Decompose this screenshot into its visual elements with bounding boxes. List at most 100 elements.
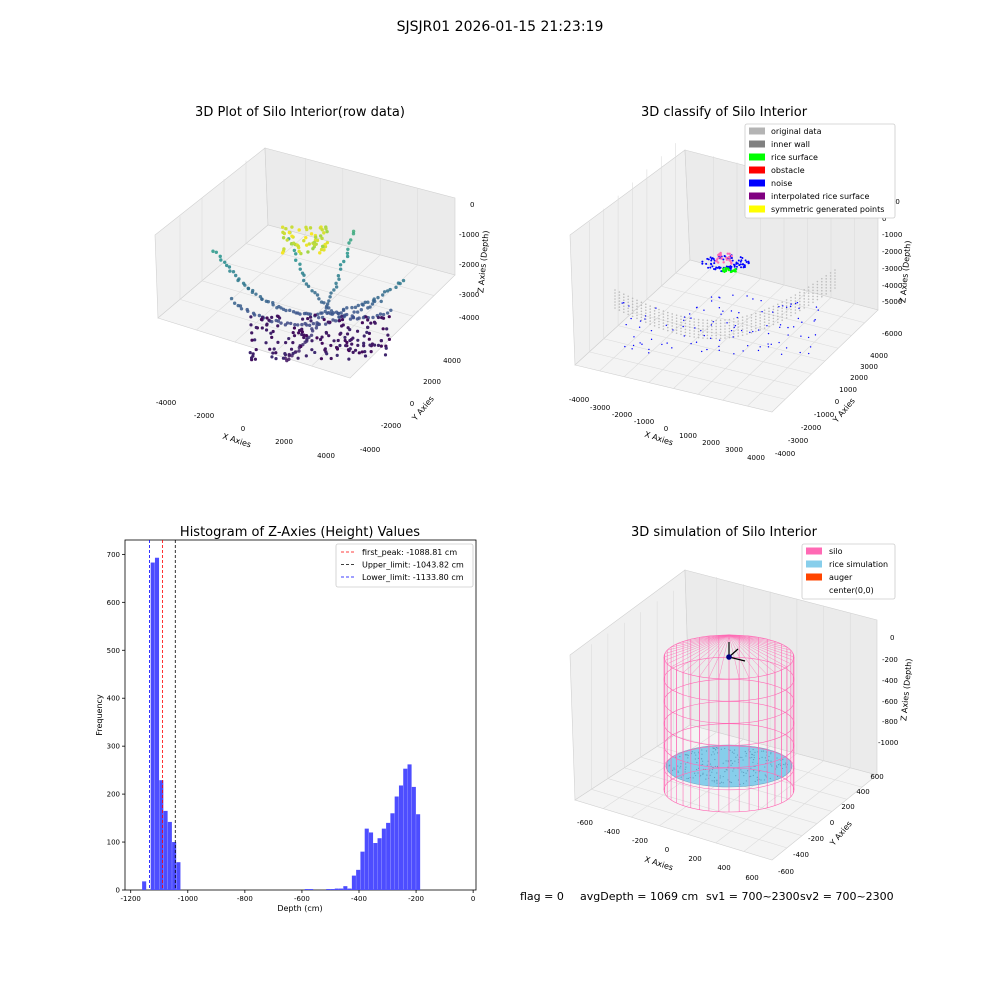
point xyxy=(627,313,629,316)
point xyxy=(747,260,750,263)
p4-x-axis-label: X Axies xyxy=(643,855,674,873)
point xyxy=(680,321,682,324)
point xyxy=(618,309,621,311)
point xyxy=(782,305,784,307)
point xyxy=(711,337,713,340)
point xyxy=(325,240,330,245)
point xyxy=(706,322,709,325)
point xyxy=(667,314,669,317)
legend-label: Lower_limit: -1133.80 cm xyxy=(362,573,464,582)
point xyxy=(219,258,223,262)
point xyxy=(229,296,234,301)
point xyxy=(315,323,319,327)
point xyxy=(379,344,383,348)
point xyxy=(614,304,616,306)
point xyxy=(323,309,327,314)
point xyxy=(627,301,629,304)
point xyxy=(759,326,761,328)
point xyxy=(763,321,766,323)
p1-ztick: -2000 xyxy=(459,261,479,269)
rice-point xyxy=(776,757,778,759)
p2-xtick: -1000 xyxy=(634,418,654,426)
point xyxy=(310,348,314,352)
legend-label: original data xyxy=(771,127,822,136)
point xyxy=(767,346,770,348)
histogram-bar xyxy=(330,889,335,890)
point xyxy=(364,315,368,319)
rice-point xyxy=(736,754,739,756)
rice-point xyxy=(690,752,693,755)
p2-ytick: 0 xyxy=(835,398,839,406)
point xyxy=(318,251,322,255)
point xyxy=(689,317,691,320)
silo-roof xyxy=(728,634,794,654)
point xyxy=(807,336,810,339)
point xyxy=(645,321,647,324)
point xyxy=(746,330,748,332)
point xyxy=(640,304,643,307)
point xyxy=(308,226,313,230)
rice-point xyxy=(731,762,734,764)
point xyxy=(614,307,616,309)
histogram-bar xyxy=(326,889,331,890)
point xyxy=(323,322,328,326)
point xyxy=(302,333,306,337)
legend-label: noise xyxy=(771,179,792,188)
point xyxy=(363,300,367,305)
point xyxy=(794,300,797,302)
point xyxy=(759,329,761,331)
point xyxy=(321,244,325,249)
point xyxy=(351,315,356,319)
point xyxy=(718,307,721,309)
point xyxy=(336,338,340,343)
point xyxy=(631,303,634,306)
rice-point xyxy=(724,747,726,750)
point xyxy=(305,338,309,342)
point xyxy=(727,256,731,259)
point xyxy=(296,244,300,248)
gridline xyxy=(661,285,852,336)
histogram-bar xyxy=(411,786,416,890)
point xyxy=(370,302,375,306)
point xyxy=(296,323,300,327)
point xyxy=(701,262,704,265)
point xyxy=(755,318,757,321)
point xyxy=(347,241,351,245)
point xyxy=(821,295,823,298)
point xyxy=(750,316,753,319)
point xyxy=(294,252,298,256)
point xyxy=(658,323,660,326)
rice-point xyxy=(761,756,763,759)
point xyxy=(352,310,356,314)
p4-auger xyxy=(726,642,746,662)
point xyxy=(834,287,836,289)
p4-ytick: -400 xyxy=(793,851,809,859)
point xyxy=(618,306,621,308)
point xyxy=(223,260,227,264)
rice-point xyxy=(753,754,755,756)
point xyxy=(232,301,237,305)
point xyxy=(351,350,355,355)
point xyxy=(649,308,651,310)
point xyxy=(276,319,281,323)
point xyxy=(750,325,753,328)
point xyxy=(781,316,783,318)
point xyxy=(738,311,740,314)
point xyxy=(777,315,779,318)
rice-point xyxy=(724,771,726,773)
p1-ytick: 4000 xyxy=(443,357,461,365)
status-sv1: sv1 = 700~2300 xyxy=(706,890,800,903)
point xyxy=(227,265,232,269)
rice-point xyxy=(731,751,734,753)
rice-point xyxy=(701,749,703,751)
point xyxy=(706,334,709,337)
point xyxy=(401,278,406,283)
rice-point xyxy=(717,747,719,749)
p2-x-axis-label: X Axies xyxy=(643,430,674,448)
point xyxy=(336,311,341,316)
rice-point xyxy=(765,751,767,753)
point xyxy=(722,258,725,261)
point xyxy=(684,334,687,337)
point xyxy=(214,250,219,254)
point xyxy=(667,320,669,323)
